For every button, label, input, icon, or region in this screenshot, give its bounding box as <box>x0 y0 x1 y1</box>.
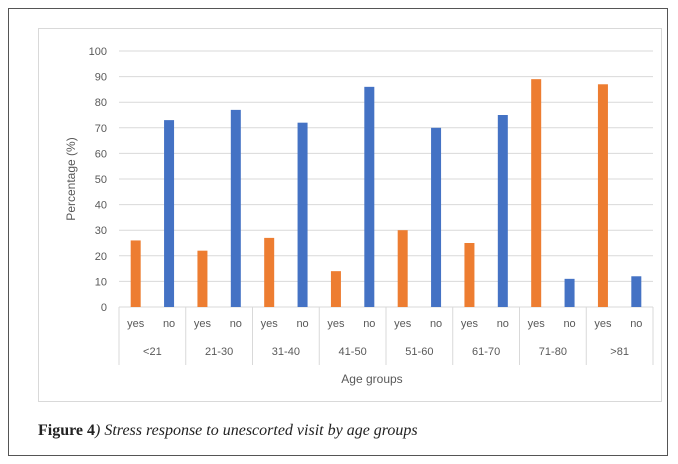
x-subcategory-label: yes <box>394 318 412 330</box>
y-tick-label: 20 <box>95 251 107 263</box>
bar-no <box>497 115 508 307</box>
figure-label: Figure 4 <box>38 422 96 439</box>
bar-yes <box>597 84 608 307</box>
bar-yes <box>130 240 141 307</box>
x-subcategory-label: no <box>363 318 375 330</box>
bar-no <box>364 86 375 307</box>
y-tick-label: 100 <box>89 46 107 58</box>
x-group-label: 71-80 <box>539 346 567 358</box>
bar-yes <box>264 237 275 307</box>
bar-no <box>164 120 175 308</box>
y-tick-label: 70 <box>95 123 107 135</box>
x-group-label: 51-60 <box>405 346 433 358</box>
y-tick-label: 50 <box>95 174 107 186</box>
x-group-label: 21-30 <box>205 346 233 358</box>
bar-yes <box>464 243 475 307</box>
x-group-label: 31-40 <box>272 346 300 358</box>
x-group-label: 41-50 <box>339 346 367 358</box>
x-subcategory-label: yes <box>594 318 612 330</box>
bar-no <box>230 109 241 307</box>
bar-yes <box>397 230 408 307</box>
bar-no <box>564 278 575 307</box>
x-subcategory-label: no <box>497 318 509 330</box>
x-subcategory-label: no <box>296 318 308 330</box>
x-subcategory-label: no <box>630 318 642 330</box>
x-subcategory-label: yes <box>461 318 479 330</box>
x-group-label: >81 <box>610 346 629 358</box>
x-subcategory-label: no <box>430 318 442 330</box>
x-subcategory-label: yes <box>261 318 279 330</box>
bar-yes <box>330 271 341 307</box>
bar-no <box>297 122 308 308</box>
y-tick-label: 60 <box>95 148 107 160</box>
y-tick-label: 90 <box>95 72 107 84</box>
x-subcategory-label: yes <box>528 318 546 330</box>
x-axis-title: Age groups <box>341 372 402 386</box>
x-subcategory-label: yes <box>127 318 145 330</box>
y-tick-label: 80 <box>95 97 107 109</box>
bar-no <box>631 276 642 307</box>
x-subcategory-label: no <box>230 318 242 330</box>
y-tick-label: 0 <box>101 302 107 314</box>
x-subcategory-label: no <box>563 318 575 330</box>
y-axis-title: Percentage (%) <box>64 137 78 220</box>
figure-caption-text: ) Stress response to unescorted visit by… <box>95 422 418 439</box>
chart-area: 0 10 20 30 40 50 60 70 80 90 100 Percentage (%) yes n… <box>38 28 662 402</box>
figure-caption: Figure 4) Stress response to unescorted … <box>38 422 418 440</box>
bar-no <box>431 127 442 307</box>
bar-chart: 0 10 20 30 40 50 60 70 80 90 100 Percentage (%) yes n… <box>64 46 654 386</box>
y-tick-label: 40 <box>95 200 107 212</box>
x-group-label: <21 <box>143 346 162 358</box>
y-tick-label: 30 <box>95 225 107 237</box>
bar-yes <box>197 250 208 307</box>
bar-yes <box>531 79 542 307</box>
x-group-label: 61-70 <box>472 346 500 358</box>
x-subcategory-label: yes <box>327 318 345 330</box>
x-subcategory-label: no <box>163 318 175 330</box>
y-tick-label: 10 <box>95 276 107 288</box>
x-subcategory-label: yes <box>194 318 212 330</box>
